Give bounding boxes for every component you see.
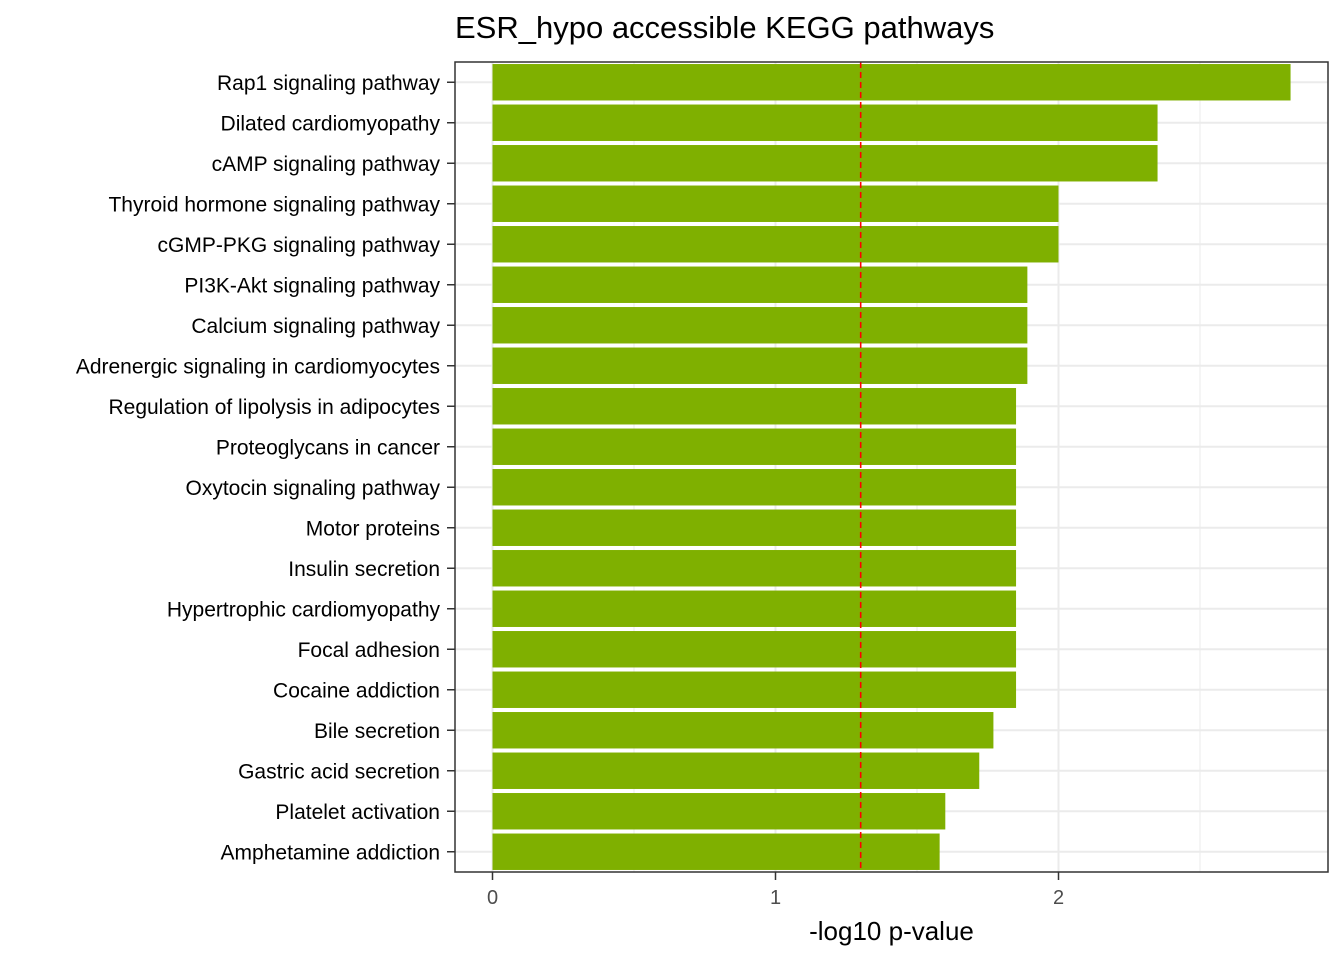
bar (492, 266, 1028, 303)
bars (492, 64, 1291, 870)
y-tick-label: cAMP signaling pathway (212, 153, 441, 176)
bar (492, 145, 1158, 182)
bar (492, 428, 1017, 465)
bar (492, 307, 1028, 344)
bar (492, 64, 1291, 101)
bar (492, 469, 1017, 506)
y-tick-label: Amphetamine addiction (221, 841, 440, 864)
y-tick-label: Gastric acid secretion (238, 760, 440, 783)
bar (492, 185, 1059, 222)
y-tick-label: PI3K-Akt signaling pathway (184, 274, 440, 297)
bar (492, 550, 1017, 587)
y-tick-label: cGMP-PKG signaling pathway (158, 234, 441, 257)
y-tick-label: Rap1 signaling pathway (217, 72, 440, 95)
x-axis-title: -log10 p-value (809, 916, 974, 946)
y-axis-labels: Rap1 signaling pathway Dilated cardiomyop… (76, 72, 455, 864)
bar (492, 590, 1017, 627)
bar (492, 752, 980, 789)
y-tick-label: Bile secretion (314, 720, 440, 743)
y-tick-label: Focal adhesion (298, 639, 440, 662)
grid-lines (455, 62, 1328, 872)
y-tick-label: Oxytocin signaling pathway (186, 477, 441, 500)
y-tick-label: Regulation of lipolysis in adipocytes (108, 396, 440, 419)
x-tick-label: 1 (770, 887, 781, 909)
chart-title: ESR_hypo accessible KEGG pathways (455, 10, 995, 45)
x-axis-ticks: 0 1 2 (487, 872, 1064, 909)
y-tick-label: Adrenergic signaling in cardiomyocytes (76, 355, 440, 378)
bar (492, 388, 1017, 425)
bar (492, 509, 1017, 546)
x-tick-label: 0 (487, 887, 498, 909)
x-tick-label: 2 (1053, 887, 1064, 909)
y-tick-label: Dilated cardiomyopathy (221, 112, 441, 135)
bar (492, 793, 946, 830)
y-tick-label: Calcium signaling pathway (191, 315, 440, 338)
bar (492, 712, 994, 749)
bar (492, 671, 1017, 708)
bar (492, 226, 1059, 263)
y-tick-label: Motor proteins (306, 517, 440, 540)
y-tick-label: Thyroid hormone signaling pathway (108, 193, 440, 216)
y-tick-label: Platelet activation (275, 801, 440, 824)
y-tick-label: Insulin secretion (288, 558, 440, 581)
y-tick-label: Cocaine addiction (273, 679, 440, 702)
panel-border (454, 61, 1329, 873)
bar (492, 104, 1158, 141)
bar (492, 631, 1017, 668)
y-tick-label: Proteoglycans in cancer (216, 436, 440, 459)
y-tick-label: Hypertrophic cardiomyopathy (167, 598, 441, 621)
bar (492, 347, 1028, 384)
bar (492, 833, 940, 870)
